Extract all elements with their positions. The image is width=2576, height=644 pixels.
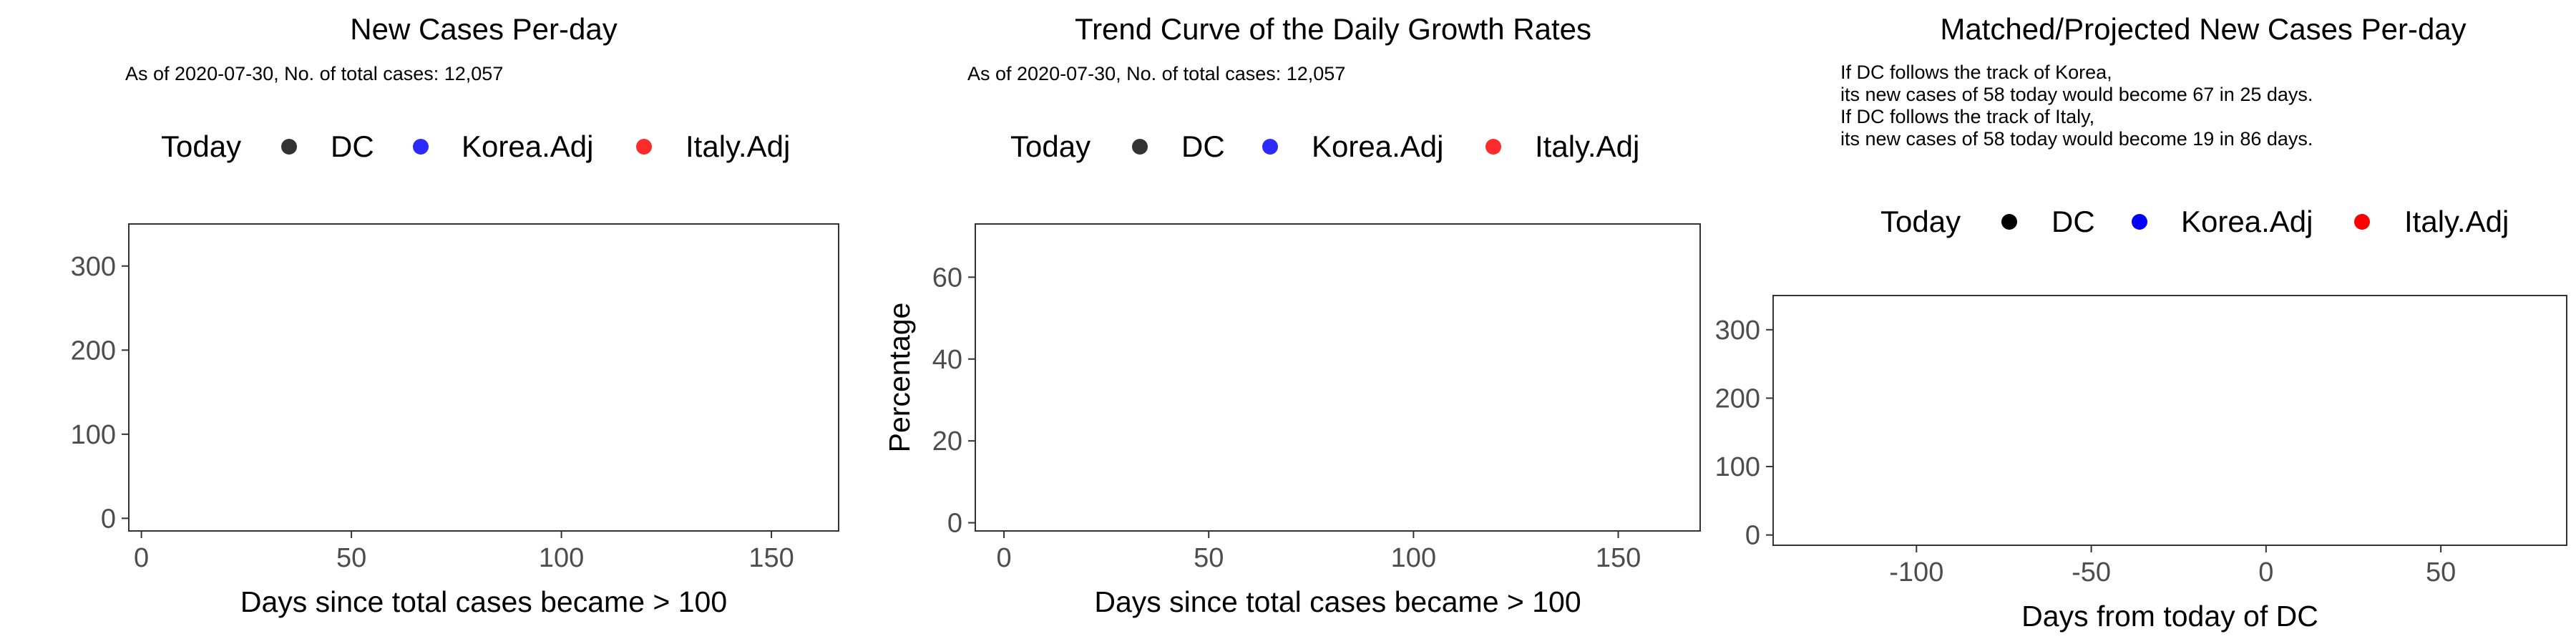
y-tick-label: 100: [71, 420, 116, 450]
y-tick-label: 100: [1715, 452, 1760, 482]
panel-border: [128, 223, 839, 532]
x-tick-label: 50: [1194, 543, 1224, 573]
x-tick-label: 0: [996, 543, 1011, 573]
legend-label-ko: Korea.Adj: [462, 130, 593, 163]
chart-subtitle-line: its new cases of 58 today would become 6…: [1840, 84, 2313, 105]
x-tick-label: 100: [1391, 543, 1436, 573]
y-tick-label: 0: [947, 509, 962, 539]
legend-dot-dc: [2001, 214, 2017, 230]
y-tick-label: 300: [1715, 316, 1760, 346]
legend-dot-ko: [2132, 214, 2147, 230]
legend-dot-it: [2354, 214, 2370, 230]
chart-subtitle-line: As of 2020-07-30, No. of total cases: 12…: [967, 63, 1345, 84]
y-tick-label: 300: [71, 252, 116, 282]
y-tick-label: 0: [101, 504, 116, 534]
x-tick-label: 0: [2258, 557, 2273, 587]
chart-subtitle-line: As of 2020-07-30, No. of total cases: 12…: [125, 63, 503, 84]
legend-dot-ko: [1262, 139, 1278, 155]
x-axis-label: Days since total cases became > 100: [1094, 585, 1581, 618]
legend-label-it: Italy.Adj: [1535, 130, 1639, 163]
chart-panel-2: Trend Curve of the Daily Growth Rates As …: [883, 12, 1701, 618]
x-axis-label: Days since total cases became > 100: [240, 585, 727, 618]
x-tick-label: -50: [2072, 557, 2111, 587]
chart-panel-3: Matched/Projected New Cases Per-day If DC…: [1715, 12, 2567, 633]
chart-subtitle-line: If DC follows the track of Italy,: [1840, 106, 2094, 127]
y-tick-label: 200: [1715, 384, 1760, 414]
x-tick-label: 50: [2426, 557, 2456, 587]
chart-title: Matched/Projected New Cases Per-day: [1940, 12, 2466, 46]
chart-title: Trend Curve of the Daily Growth Rates: [1075, 12, 1591, 46]
y-tick-label: 60: [932, 263, 962, 293]
legend: Today DC Korea.Adj Italy.Adj: [161, 130, 790, 163]
legend-dot-dc: [281, 139, 297, 155]
legend-dot-it: [636, 139, 652, 155]
y-axis-label: Percentage: [883, 303, 916, 453]
y-tick-label: 20: [932, 426, 962, 457]
legend-label-it: Italy.Adj: [2404, 205, 2509, 238]
legend-title: Today: [1880, 205, 1961, 238]
x-tick-label: 100: [539, 543, 584, 573]
y-tick-label: 40: [932, 345, 962, 375]
legend-label-it: Italy.Adj: [686, 130, 790, 163]
legend-dot-ko: [413, 139, 429, 155]
y-tick-label: 0: [1745, 521, 1760, 551]
x-tick-label: 0: [134, 543, 149, 573]
chart-subtitle-line: If DC follows the track of Korea,: [1840, 62, 2112, 83]
legend-label-dc: DC: [331, 130, 374, 163]
panel-border: [975, 223, 1701, 532]
chart-subtitle-line: its new cases of 58 today would become 1…: [1840, 128, 2313, 150]
legend-title: Today: [1010, 130, 1091, 163]
x-axis-label: Days from today of DC: [2021, 600, 2318, 633]
x-tick-label: -100: [1889, 557, 1943, 587]
x-tick-label: 50: [336, 543, 366, 573]
legend-label-ko: Korea.Adj: [2181, 205, 2313, 238]
legend-label-ko: Korea.Adj: [1312, 130, 1443, 163]
chart-panel-1: New Cases Per-day As of 2020-07-30, No. o…: [71, 12, 839, 618]
legend-dot-dc: [1132, 139, 1148, 155]
y-tick-label: 200: [71, 336, 116, 366]
chart-title: New Cases Per-day: [350, 12, 617, 46]
x-tick-label: 150: [1596, 543, 1641, 573]
legend: Today DC Korea.Adj Italy.Adj: [1880, 205, 2509, 238]
x-tick-label: 150: [748, 543, 794, 573]
legend-title: Today: [161, 130, 241, 163]
legend-label-dc: DC: [1181, 130, 1225, 163]
legend-dot-it: [1485, 139, 1501, 155]
legend-label-dc: DC: [2051, 205, 2095, 238]
legend: Today DC Korea.Adj Italy.Adj: [1010, 130, 1639, 163]
panel-border: [1772, 295, 2567, 546]
